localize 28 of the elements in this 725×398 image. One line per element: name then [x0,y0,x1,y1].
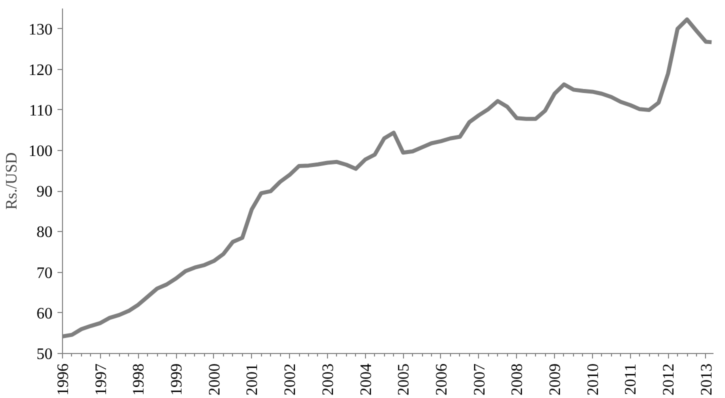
x-tick-label: 2009 [547,364,564,396]
y-tick-label: 130 [28,21,52,38]
y-tick-label: 70 [36,264,52,282]
x-tick-label: 1999 [168,364,186,396]
x-tick-label: 1997 [92,364,110,396]
x-tick-label: 2012 [660,364,678,396]
y-tick-label: 90 [36,184,52,201]
y-tick-label: 110 [29,102,52,120]
y-tick-label: 80 [36,224,52,242]
x-tick-label: 2005 [396,364,413,396]
x-tick-label: 2006 [433,364,450,396]
y-tick-label: 100 [28,143,52,160]
x-tick-label: 2002 [282,364,300,396]
x-tick-label: 2011 [622,364,640,395]
y-tick-label: 60 [36,305,52,322]
x-tick-label: 2010 [584,364,602,396]
x-tick-label: 1996 [55,364,72,396]
x-tick-label: 2003 [320,364,337,396]
y-tick-label: 50 [36,346,52,363]
x-tick-label: 2004 [358,364,375,396]
x-tick-label: 2008 [509,364,526,396]
y-tick-label: 120 [28,62,52,79]
x-tick-label: 1998 [130,364,148,396]
x-tick-label: 2013 [698,364,716,396]
x-tick-label: 2001 [244,364,262,396]
x-tick-label: 2007 [471,364,488,396]
y-axis-title: Rs./USD [4,152,20,210]
x-tick-label: 2000 [206,364,224,396]
